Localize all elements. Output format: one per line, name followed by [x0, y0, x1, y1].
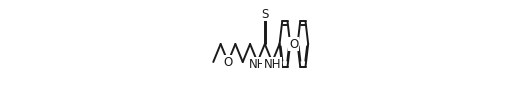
Text: S: S	[261, 7, 269, 21]
Text: O: O	[223, 56, 233, 68]
Text: NH: NH	[263, 57, 281, 71]
Text: NH: NH	[249, 57, 266, 71]
Text: O: O	[289, 37, 298, 51]
